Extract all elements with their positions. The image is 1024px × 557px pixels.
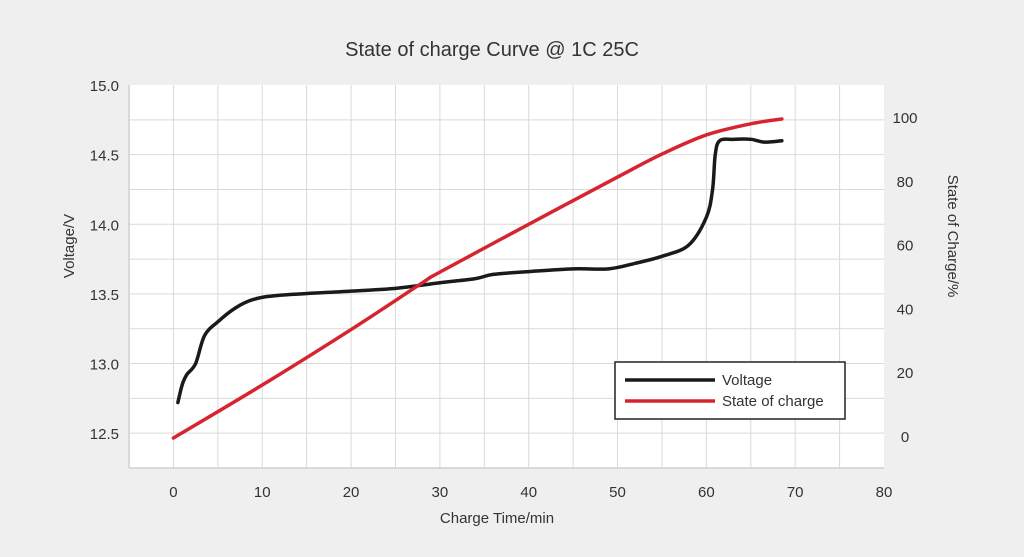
y2-tick-label: 20 — [897, 365, 914, 382]
x-tick-label: 40 — [520, 484, 537, 501]
y-tick-label: 12.5 — [90, 426, 119, 443]
y2-tick-label: 80 — [897, 174, 914, 191]
y2-tick-label: 60 — [897, 238, 914, 255]
y-axis-label: Voltage/V — [61, 214, 78, 278]
tick-labels: 0 10 20 30 40 50 60 70 80 12.5 13.0 13.5 14.0 14.5 15.… — [90, 78, 918, 501]
x-tick-label: 50 — [609, 484, 626, 501]
y2-axis-label: State of Charge/% — [944, 175, 961, 298]
y-tick-label: 14.0 — [90, 217, 119, 234]
x-tick-label: 60 — [698, 484, 715, 501]
legend-box — [614, 361, 846, 420]
x-tick-label: 30 — [432, 484, 449, 501]
series-lines — [171, 117, 784, 440]
y-tick-label: 15.0 — [90, 78, 119, 95]
x-tick-label: 20 — [343, 484, 360, 501]
legend-label-soc: State of charge — [722, 393, 824, 410]
x-tick-label: 70 — [787, 484, 804, 501]
x-tick-label: 80 — [876, 484, 893, 501]
legend: Voltage State of charge — [614, 361, 846, 420]
y2-tick-label: 40 — [897, 301, 914, 318]
chart-title: State of charge Curve @ 1C 25C — [345, 39, 639, 61]
y-tick-label: 13.0 — [90, 357, 119, 374]
x-tick-label: 10 — [254, 484, 271, 501]
x-tick-label: 0 — [169, 484, 177, 501]
y-tick-label: 14.5 — [90, 148, 119, 165]
state-of-charge-line — [171, 117, 784, 440]
y2-tick-label: 0 — [901, 429, 909, 446]
x-axis-label: Charge Time/min — [440, 510, 554, 527]
y-tick-label: 13.5 — [90, 287, 119, 304]
legend-label-voltage: Voltage — [722, 372, 772, 389]
y2-tick-label: 100 — [892, 110, 917, 127]
voltage-line — [176, 137, 784, 405]
